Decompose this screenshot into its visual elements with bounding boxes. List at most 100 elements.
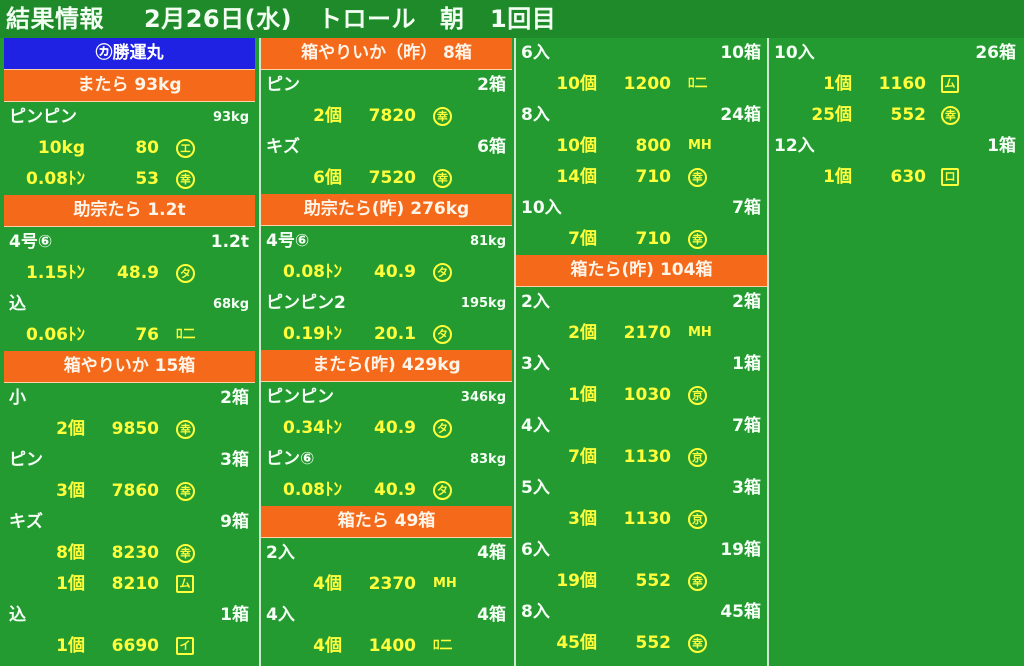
sale-price: 1160	[878, 74, 926, 94]
sale-row: 7個 1130 京	[516, 442, 767, 473]
lot-count: 2箱	[732, 292, 761, 312]
category-banner: またら(昨) 429kg	[261, 350, 512, 382]
lot-count: 3箱	[732, 478, 761, 498]
buyer-mark-icon: 京	[688, 448, 707, 467]
title-round: 1回目	[490, 5, 557, 33]
sale-quantity: 10kg	[37, 138, 85, 158]
sale-row: 2個 9850 幸	[4, 414, 255, 445]
sale-quantity: 10個	[556, 136, 597, 156]
sale-quantity: 7個	[568, 229, 597, 249]
buyer-mark-icon: タ	[433, 325, 452, 344]
sale-price: 710	[635, 229, 672, 249]
sale-quantity: 0.34ﾄﾝ	[283, 418, 342, 438]
sale-price: 552	[890, 105, 927, 125]
lot-label: 小	[9, 388, 26, 408]
buyer-mark-icon: 幸	[688, 230, 707, 249]
lot-count: 4箱	[477, 543, 506, 563]
category-banner: 箱やりいか 15箱	[4, 351, 255, 383]
sale-price: 40.9	[374, 262, 416, 282]
sale-quantity: 8個	[56, 543, 85, 563]
buyer-mark-icon: ロ	[941, 168, 959, 186]
sale-quantity: 1個	[823, 74, 852, 94]
lot-count: 19箱	[720, 540, 761, 560]
sale-price: 48.9	[117, 263, 159, 283]
lot-label: 込	[9, 605, 26, 625]
sale-row: 14個 710 幸	[516, 162, 767, 193]
buyer-mark-icon: 京	[688, 386, 707, 405]
sale-row: 45個 552 幸	[516, 628, 767, 659]
sale-price: 80	[135, 138, 159, 158]
lot-count: 45箱	[720, 602, 761, 622]
buyer-mark-icon: 幸	[433, 107, 452, 126]
sale-quantity: 4個	[313, 636, 342, 656]
sale-quantity: 45個	[556, 633, 597, 653]
sale-price: 2370	[368, 574, 416, 594]
lot-label: ピンピン	[9, 107, 77, 127]
lot-header-row: キズ 9箱	[4, 507, 255, 538]
sale-row: 2個 2170 MH	[516, 318, 767, 349]
sale-quantity: 0.08ﾄﾝ	[283, 480, 342, 500]
lot-label: 12入	[774, 136, 815, 156]
sale-price: 2170	[623, 323, 671, 343]
sale-quantity: 7個	[568, 447, 597, 467]
sale-price: 1130	[623, 509, 671, 529]
title-bar: 結果情報 2月26日(水) トロール 朝 1回目	[0, 0, 1024, 38]
lot-label: ピン	[266, 75, 300, 95]
sale-row: 1個 6690 イ	[4, 631, 255, 662]
sale-quantity: 1個	[56, 636, 85, 656]
lot-count: 68kg	[212, 297, 249, 312]
sale-price: 630	[890, 167, 927, 187]
buyer-mark-icon: タ	[433, 419, 452, 438]
buyer-mark-icon: ﾛ二	[176, 327, 196, 342]
title-method: トロール	[318, 5, 416, 33]
sale-price: 7520	[368, 168, 416, 188]
buyer-mark-icon: 幸	[433, 169, 452, 188]
lot-label: 4入	[266, 605, 295, 625]
sale-row: 7個 710 幸	[516, 224, 767, 255]
lot-header-row: ピン 3箱	[4, 445, 255, 476]
category-banner: 助宗たら(昨) 276kg	[261, 194, 512, 226]
sale-price: 800	[635, 136, 672, 156]
lot-label: 10入	[774, 43, 815, 63]
category-banner: ㋕勝運丸	[4, 38, 255, 70]
sale-row: 19個 552 幸	[516, 566, 767, 597]
buyer-mark-icon: 幸	[176, 170, 195, 189]
sale-price: 1200	[623, 74, 671, 94]
lot-count: 83kg	[469, 452, 506, 467]
lot-header-row: 4入 7箱	[516, 411, 767, 442]
lot-label: 8入	[521, 602, 550, 622]
sale-price: 40.9	[374, 418, 416, 438]
lot-label: 2入	[521, 292, 550, 312]
title-session: 朝	[440, 5, 465, 33]
sale-quantity: 2個	[568, 323, 597, 343]
buyer-mark-icon: タ	[433, 481, 452, 500]
lot-count: 2箱	[220, 388, 249, 408]
sale-price: 76	[135, 325, 159, 345]
sale-row: 0.34ﾄﾝ 40.9 タ	[261, 413, 512, 444]
sale-row: 6個 7520 幸	[261, 163, 512, 194]
buyer-mark-icon: 幸	[688, 634, 707, 653]
lot-header-row: 8入 45箱	[516, 597, 767, 628]
lot-header-row: 4号⑥ 1.2t	[4, 227, 255, 258]
sale-price: 20.1	[374, 324, 416, 344]
sale-row: 1.15ﾄﾝ 48.9 タ	[4, 258, 255, 289]
sale-price: 1130	[623, 447, 671, 467]
lot-label: 4号⑥	[266, 231, 310, 251]
buyer-mark-icon: イ	[176, 637, 194, 655]
sale-row: 25個 552 幸	[769, 100, 1022, 131]
sale-row: 0.08ﾄﾝ 40.9 タ	[261, 257, 512, 288]
buyer-mark-icon: ム	[176, 575, 194, 593]
lot-header-row: 8入 24箱	[516, 100, 767, 131]
category-banner: 助宗たら 1.2t	[4, 195, 255, 227]
sale-price: 552	[635, 571, 672, 591]
lot-header-row: ピン⑥ 83kg	[261, 444, 512, 475]
sale-quantity: 0.19ﾄﾝ	[283, 324, 342, 344]
sale-price: 7860	[111, 481, 159, 501]
lot-header-row: ピンピン 93kg	[4, 102, 255, 133]
sale-price: 6690	[111, 636, 159, 656]
lot-count: 4箱	[477, 605, 506, 625]
sale-row: 1個 1160 ム	[769, 69, 1022, 100]
lot-count: 24箱	[720, 105, 761, 125]
sale-quantity: 2個	[313, 106, 342, 126]
sale-price: 710	[635, 167, 672, 187]
